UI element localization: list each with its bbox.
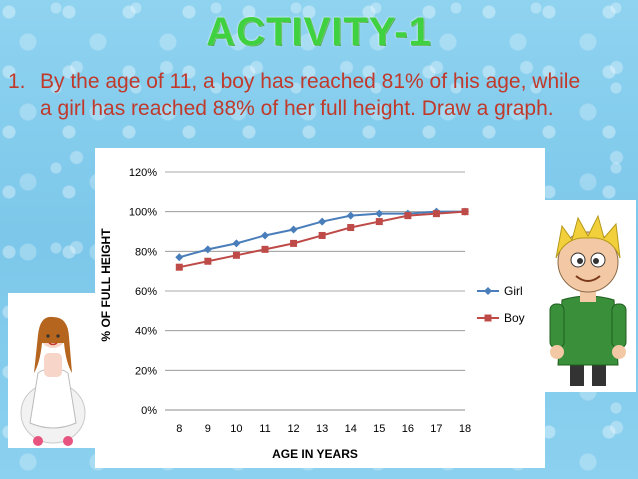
data-point-girl (203, 245, 212, 254)
y-tick-label: 100% (129, 207, 157, 219)
y-tick-label: 20% (135, 365, 157, 377)
question-line-2: a girl has reached 88% of her full heigh… (40, 97, 554, 120)
line-chart: 0% 20% 40% 60% 80% 100% 120% 8 9 10 11 12 13 14 15 16 17… (129, 167, 525, 461)
question-text: 1. By the age of 11, a boy has reached 8… (8, 68, 633, 122)
y-tick-label: 80% (135, 246, 157, 258)
x-tick-label: 18 (459, 423, 471, 435)
data-point-boy (204, 257, 212, 265)
y-tick-label: 120% (129, 167, 157, 179)
girl-illustration (8, 293, 98, 448)
data-point-boy (432, 210, 440, 218)
x-tick-label: 11 (259, 423, 270, 435)
data-point-boy (290, 239, 298, 247)
data-point-girl (232, 239, 241, 248)
y-tick-label: 40% (135, 326, 157, 338)
data-point-girl (318, 217, 327, 226)
legend-marker-girl (484, 287, 492, 295)
x-tick-label: 8 (176, 423, 182, 435)
data-point-boy (261, 245, 269, 253)
y-tick-label: 60% (135, 286, 157, 298)
x-tick-label: 10 (230, 423, 242, 435)
data-point-boy (375, 218, 383, 226)
data-point-boy (175, 263, 183, 271)
boy-icon (549, 214, 627, 386)
boy-illustration (540, 200, 636, 392)
slide-title: ACTIVITY-1 (206, 10, 432, 54)
data-point-boy (404, 212, 412, 220)
data-point-girl (346, 211, 355, 220)
x-tick-label: 9 (205, 423, 211, 435)
girl-icon (20, 316, 86, 446)
data-point-boy (318, 231, 326, 239)
data-point-girl (375, 209, 384, 218)
legend-marker-boy (484, 314, 492, 322)
question-line-1: By the age of 11, a boy has reached 81% … (40, 70, 581, 93)
data-point-girl (261, 231, 269, 240)
x-tick-label: 12 (287, 423, 299, 435)
x-tick-label: 15 (373, 423, 385, 435)
x-axis-label: AGE IN YEARS (272, 447, 358, 461)
legend-label-boy: Boy (504, 311, 525, 325)
x-tick-label: 13 (316, 423, 328, 435)
x-tick-label: 14 (345, 423, 357, 435)
y-axis-label: % OF FULL HEIGHT (99, 228, 113, 342)
legend-label-girl: Girl (504, 284, 523, 298)
data-point-boy (347, 224, 355, 232)
data-point-boy (232, 251, 240, 259)
data-point-girl (175, 253, 184, 262)
chart-area: 0% 20% 40% 60% 80% 100% 120% 8 9 10 11 12 13 14 15 16 17… (95, 148, 545, 468)
data-point-girl (289, 225, 298, 234)
question-number: 1. (8, 70, 26, 93)
x-tick-label: 16 (402, 423, 414, 435)
y-tick-label: 0% (141, 405, 157, 417)
data-point-boy (461, 208, 469, 216)
x-tick-label: 17 (430, 423, 442, 435)
